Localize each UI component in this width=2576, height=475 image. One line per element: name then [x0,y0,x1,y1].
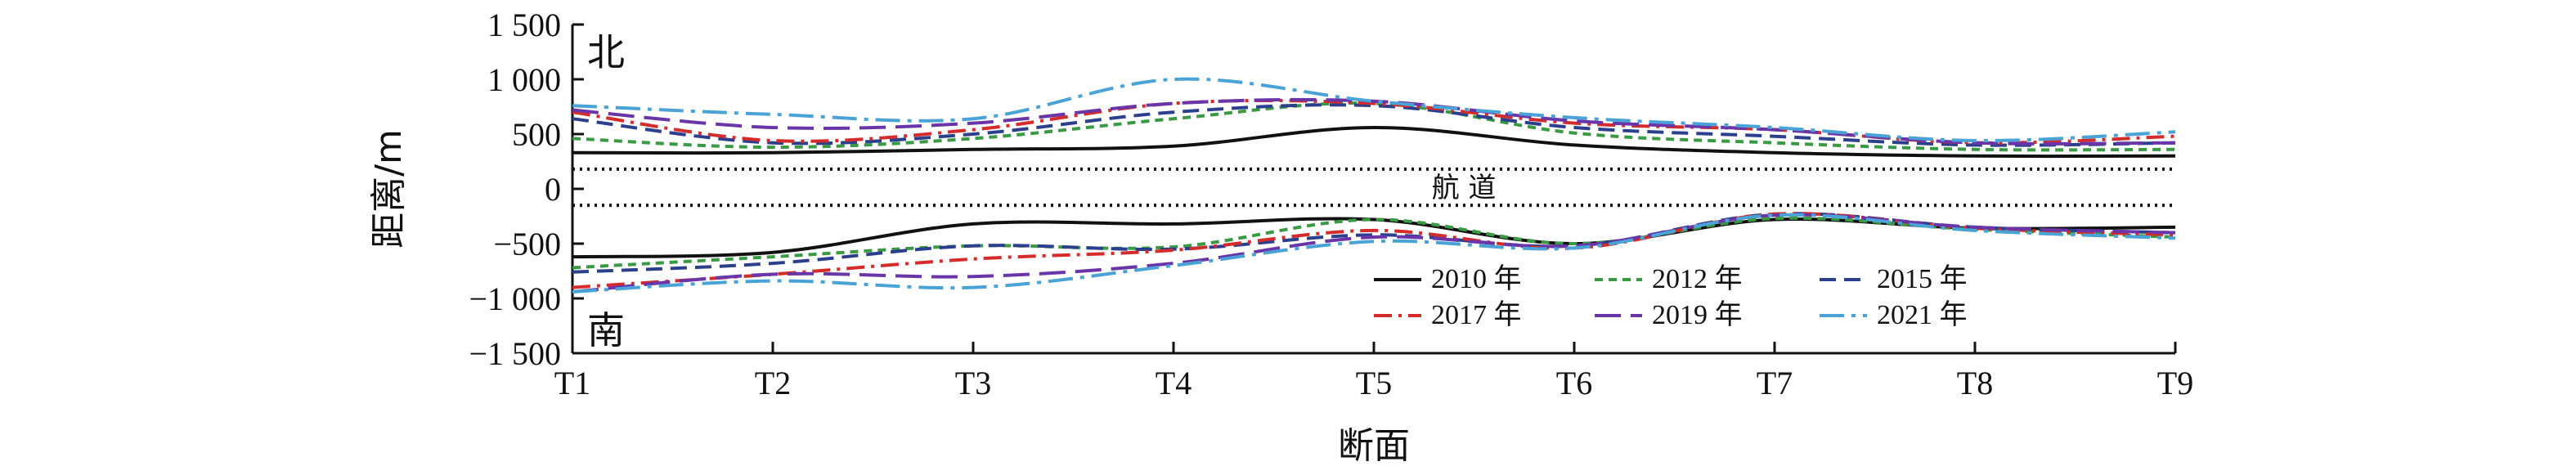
x-tick-label: T6 [1556,365,1592,401]
series-line-south [572,213,2176,294]
north-label: 北 [587,30,625,74]
legend-label: 2021 年 [1877,299,1968,330]
x-tick-label: T1 [554,365,590,401]
y-tick-label: 500 [512,116,561,153]
legend-label: 2010 年 [1431,263,1522,294]
y-tick-label: −1 500 [469,335,561,372]
y-tick-label: −500 [493,226,561,262]
legend-label: 2017 年 [1431,299,1522,330]
x-tick-label: T8 [1957,365,1993,401]
x-tick-label: T4 [1156,365,1192,401]
series-line-north [572,103,2176,147]
legend-label: 2012 年 [1652,263,1743,294]
series-5 [572,77,2176,294]
x-tick-label: T7 [1757,365,1793,401]
series-lines [572,77,2176,294]
legend-label: 2019 年 [1652,299,1743,330]
series-line-north [572,98,2176,145]
x-tick-label: T3 [955,365,991,401]
y-tick-label: 1 500 [487,7,561,43]
x-axis-title: 断面 [1338,425,1410,467]
series-line-north [572,97,2176,146]
legend: 2010 年 2012 年 2015 年 2017 年 2019 年 2021 年 [1374,263,1968,330]
x-tick-label: T9 [2157,365,2193,401]
series-line-north [572,125,2176,159]
south-label: 南 [587,308,625,352]
channel-label: 航 道 [1432,172,1497,204]
series-line-south [572,213,2176,294]
y-tick-label: −1 000 [469,280,561,317]
series-line-north [572,77,2176,143]
y-axis-title: 距离/m [368,129,410,249]
x-tick-label: T5 [1356,365,1392,401]
y-tick-label: 1 000 [487,61,561,98]
legend-label: 2015 年 [1877,263,1968,294]
y-tick-label: 0 [545,171,561,208]
x-tick-label: T2 [755,365,791,401]
